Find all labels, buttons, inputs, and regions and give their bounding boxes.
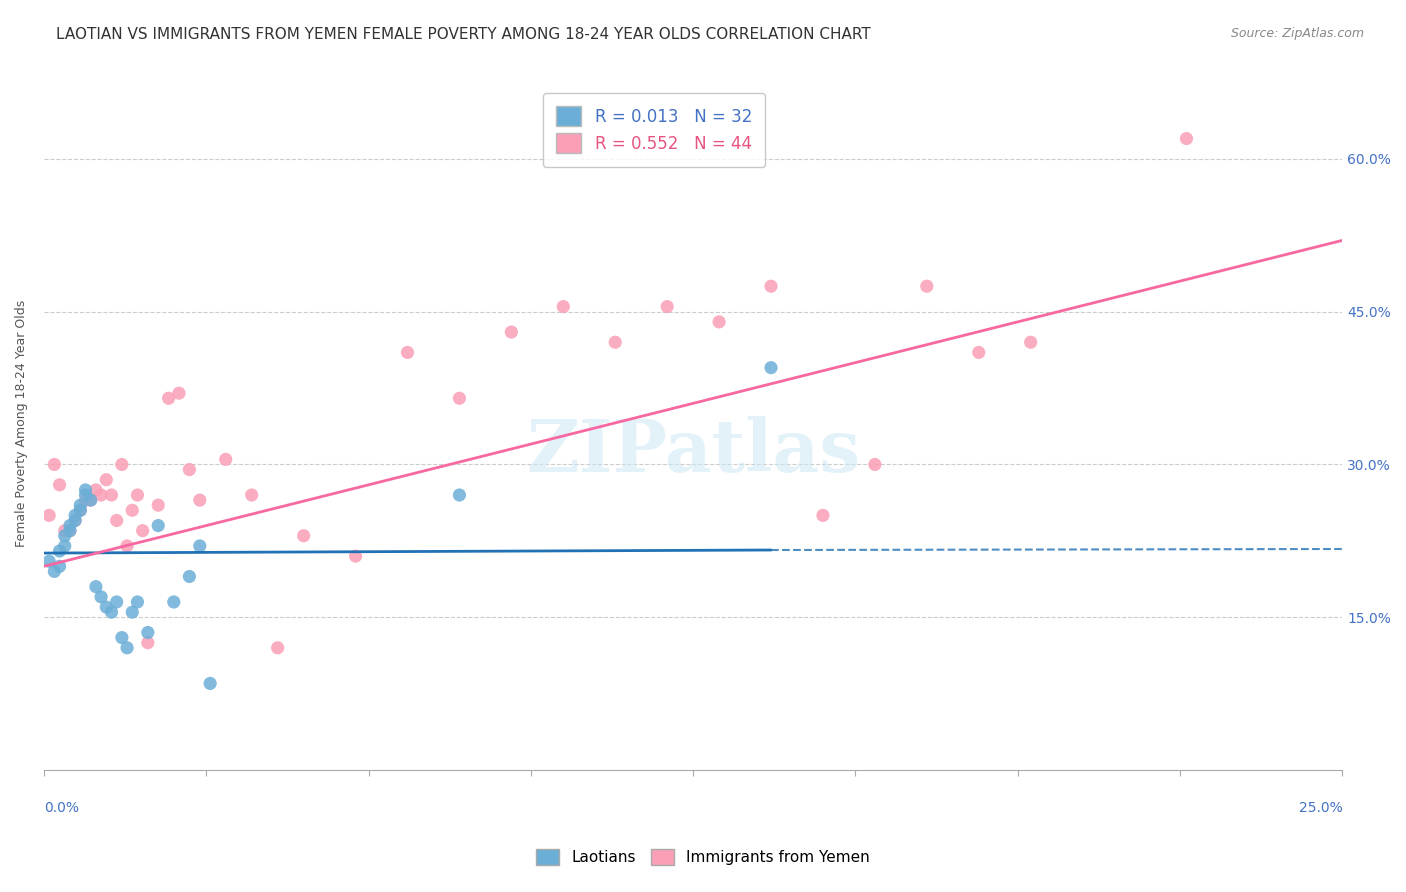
Point (266, 640, 288, 655)
Point (53, 529, 76, 543)
Point (188, 539, 211, 553)
Point (69, 503, 91, 517)
Point (44, 458, 66, 472)
Point (63, 508, 86, 523)
Point (111, 458, 134, 472)
Point (148, 498, 170, 512)
Y-axis label: Female Poverty Among 18-24 Year Olds: Female Poverty Among 18-24 Year Olds (15, 300, 28, 548)
Point (44, 565, 66, 579)
Text: 25.0%: 25.0% (1299, 800, 1343, 814)
Point (53, 539, 76, 553)
Point (449, 488, 471, 502)
Point (188, 493, 211, 508)
Point (100, 605, 122, 619)
Point (115, 539, 138, 553)
Point (240, 488, 263, 502)
Point (136, 636, 159, 650)
Point (449, 391, 471, 405)
Point (111, 631, 134, 645)
Point (59, 524, 82, 538)
Point (1175, 131, 1198, 145)
Point (127, 488, 149, 502)
Point (707, 315, 730, 329)
Legend: Laotians, Immigrants from Yemen: Laotians, Immigrants from Yemen (530, 843, 876, 871)
Point (96, 473, 118, 487)
Point (115, 640, 138, 655)
Point (131, 524, 153, 538)
Point (90, 488, 112, 502)
Point (48, 559, 70, 574)
Point (759, 360, 782, 375)
Point (53, 524, 76, 538)
Point (96, 600, 118, 615)
Point (605, 335, 627, 350)
Point (215, 452, 238, 467)
Text: 0.0%: 0.0% (44, 800, 79, 814)
Point (163, 595, 186, 609)
Point (69, 503, 91, 517)
Point (38, 508, 60, 523)
Point (148, 518, 170, 533)
Point (75, 483, 97, 497)
Point (105, 513, 128, 527)
Text: Source: ZipAtlas.com: Source: ZipAtlas.com (1230, 27, 1364, 40)
Point (863, 458, 886, 472)
Point (967, 345, 990, 359)
Legend: R = 0.013   N = 32, R = 0.552   N = 44: R = 0.013 N = 32, R = 0.552 N = 44 (543, 93, 765, 167)
Point (100, 488, 122, 502)
Point (84, 483, 107, 497)
Point (127, 595, 149, 609)
Point (80, 493, 103, 508)
Point (75, 493, 97, 508)
Point (105, 595, 128, 609)
Point (48, 478, 70, 492)
Point (657, 300, 679, 314)
Point (63, 513, 86, 527)
Point (136, 625, 159, 640)
Point (501, 325, 523, 339)
Point (396, 345, 419, 359)
Text: ZIPatlas: ZIPatlas (526, 416, 860, 487)
Point (90, 590, 112, 604)
Point (121, 605, 143, 619)
Point (59, 518, 82, 533)
Point (48, 544, 70, 558)
Point (38, 554, 60, 568)
Text: LAOTIAN VS IMMIGRANTS FROM YEMEN FEMALE POVERTY AMONG 18-24 YEAR OLDS CORRELATIO: LAOTIAN VS IMMIGRANTS FROM YEMEN FEMALE … (56, 27, 870, 42)
Point (915, 279, 938, 293)
Point (121, 503, 143, 517)
Point (69, 498, 91, 512)
Point (344, 549, 367, 563)
Point (1019, 335, 1042, 350)
Point (75, 488, 97, 502)
Point (759, 279, 782, 293)
Point (84, 580, 107, 594)
Point (167, 386, 190, 401)
Point (179, 462, 201, 476)
Point (59, 524, 82, 538)
Point (63, 513, 86, 527)
Point (80, 493, 103, 508)
Point (292, 529, 315, 543)
Point (157, 391, 180, 405)
Point (811, 508, 834, 523)
Point (198, 676, 221, 690)
Point (553, 300, 575, 314)
Point (179, 569, 201, 583)
